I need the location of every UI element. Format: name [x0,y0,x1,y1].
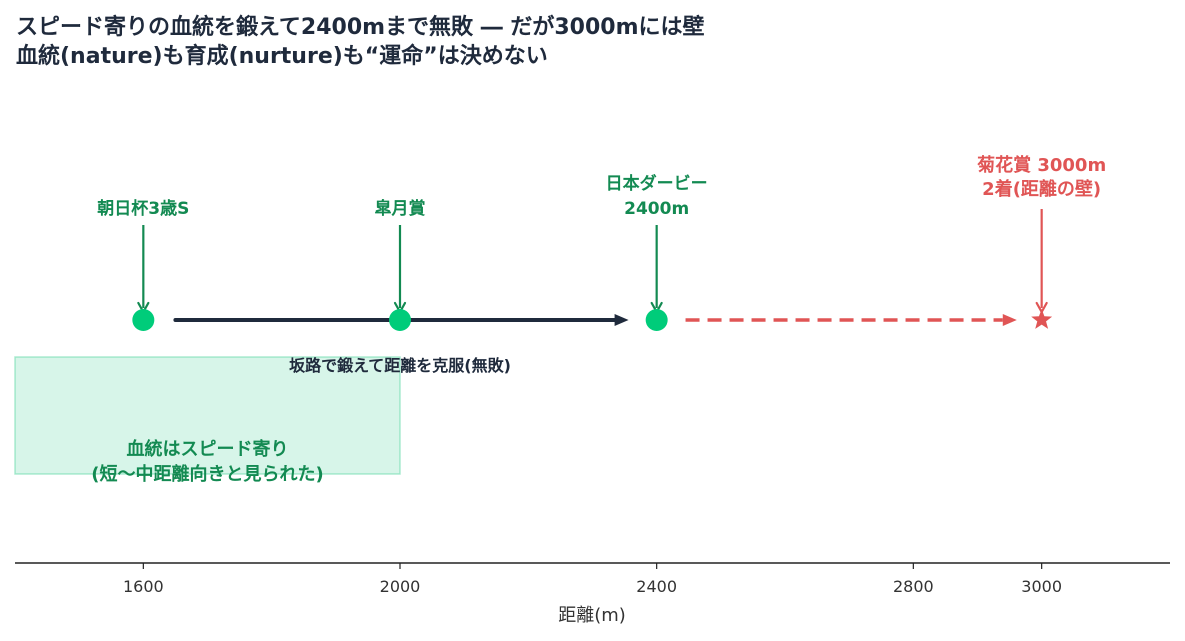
x-tick-label: 2400 [636,577,677,596]
ticks-layer: 1600 2000 2400 2800 3000 [123,563,1062,596]
shaded-region-label-line-2: (短〜中距離向きと見られた) [91,463,323,485]
x-tick-label: 3000 [1021,577,1062,596]
point-label-line: 2400m [624,199,689,219]
x-tick-label: 1600 [123,577,164,596]
shaded-region [14,356,401,475]
point-label-line: 日本ダービー [606,173,708,194]
x-axis-label: 距離(m) [558,605,626,626]
chart-title-line-2: 血統(nature)も育成(nurture)も“運命”は決めない [16,43,548,69]
chart-title-line-1: スピード寄りの血統を鍛えて2400mまで無敗 ― だが3000mには壁 [16,14,705,40]
point-label-line: 皐月賞 [375,198,426,219]
dashed-arrow-head [1002,314,1017,326]
data-point [645,309,668,331]
point-label-line: 2着(距離の壁) [982,178,1101,200]
data-point [389,309,411,331]
solid-arrow-head [614,314,629,326]
point-label-line: 菊花賞 3000m [977,154,1106,176]
data-point-star [1031,309,1053,329]
shaded-region-label-line-1: 血統はスピード寄り [127,438,289,460]
data-point [132,309,155,331]
solid-arrow-label: 坂路で鍛えて距離を克服(無敗) [289,356,511,375]
x-tick-label: 2800 [893,577,934,596]
x-tick-label: 2000 [380,577,421,596]
point-label-line: 朝日杯3歳S [97,198,189,219]
